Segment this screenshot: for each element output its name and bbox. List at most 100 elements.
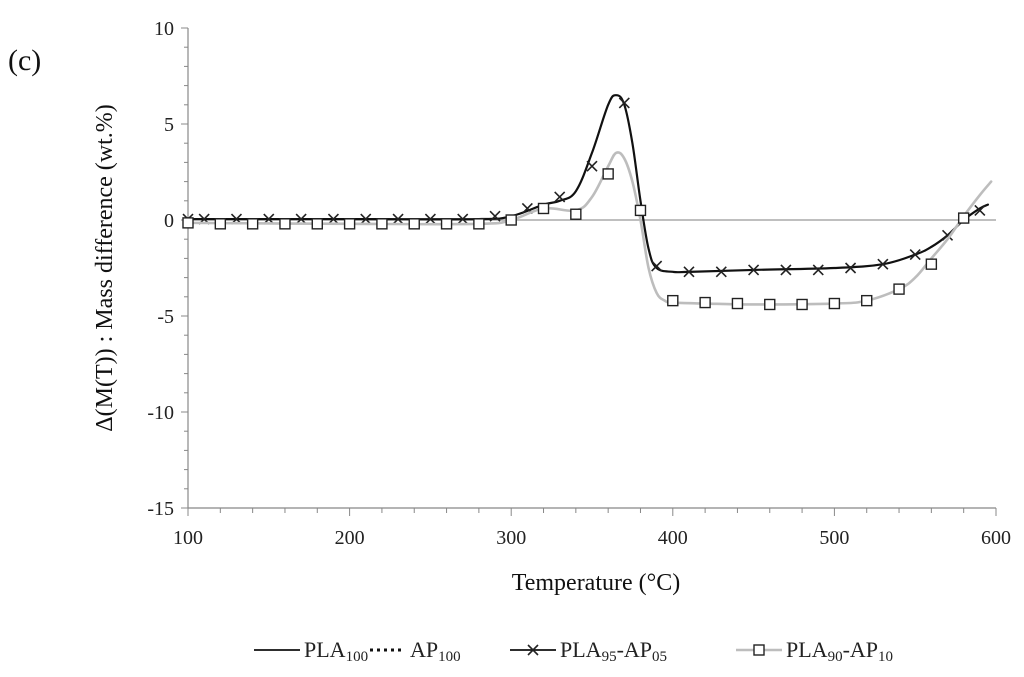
marker-point-pla95-ap05 bbox=[360, 213, 372, 225]
x-tick-label: 400 bbox=[658, 527, 688, 549]
marker-stroke bbox=[360, 213, 372, 225]
x-tick-label: 500 bbox=[819, 527, 849, 549]
y-tick-label: -5 bbox=[157, 306, 174, 328]
marker-point-pla90-ap10 bbox=[957, 212, 970, 224]
x-ticks: 100 200 300 400 500 600 bbox=[173, 508, 1011, 549]
marker-stroke bbox=[941, 229, 954, 241]
marker-point-pla90-ap10 bbox=[473, 218, 485, 230]
y-axis-title: Δ(M(T)) : Mass difference (wt.%) bbox=[92, 104, 118, 432]
panel-label: (c) bbox=[8, 44, 41, 77]
marker-point-pla90-ap10 bbox=[440, 218, 453, 230]
series-line-pla90-ap10 bbox=[186, 151, 993, 306]
x-tick-label: 300 bbox=[496, 527, 526, 549]
marker-point-pla95-ap05 bbox=[715, 266, 727, 278]
marker-point-pla90-ap10 bbox=[311, 218, 323, 230]
marker-point-pla90-ap10 bbox=[537, 202, 550, 215]
marker-point-pla90-ap10 bbox=[925, 258, 938, 270]
marker-point-pla90-ap10 bbox=[699, 296, 711, 309]
marker-point-pla95-ap05 bbox=[554, 191, 566, 203]
marker-stroke bbox=[812, 264, 824, 276]
marker-point-pla95-ap05 bbox=[812, 264, 824, 276]
x-tick-label: 200 bbox=[335, 527, 365, 549]
y-tick-label: 10 bbox=[154, 18, 174, 40]
marker-point-pla95-ap05 bbox=[683, 266, 695, 278]
marker-stroke bbox=[554, 191, 566, 203]
y-ticks: -15 -10 -5 0 5 10 bbox=[147, 18, 188, 520]
marker-point-pla90-ap10 bbox=[764, 298, 776, 311]
marker-stroke bbox=[327, 213, 340, 225]
marker-point-pla90-ap10 bbox=[602, 168, 614, 180]
marker-point-pla90-ap10 bbox=[634, 204, 647, 217]
marker-point-pla95-ap05 bbox=[424, 213, 436, 225]
x-tick-label: 600 bbox=[981, 527, 1011, 549]
marker-stroke bbox=[909, 248, 921, 261]
marker-point-pla90-ap10 bbox=[796, 298, 808, 311]
marker-point-pla95-ap05 bbox=[844, 262, 857, 274]
marker-stroke bbox=[586, 160, 598, 172]
marker-point-pla90-ap10 bbox=[667, 294, 679, 307]
marker-point-pla90-ap10 bbox=[214, 218, 227, 230]
marker-stroke bbox=[651, 260, 663, 272]
x-axis-title: Temperature (°C) bbox=[512, 570, 681, 596]
y-tick-label: 0 bbox=[164, 210, 174, 232]
marker-point-pla90-ap10 bbox=[861, 294, 873, 307]
x-tick-label: 100 bbox=[173, 527, 203, 549]
marker-stroke bbox=[748, 264, 760, 276]
y-tick-label: -10 bbox=[147, 402, 174, 424]
marker-point-pla95-ap05 bbox=[780, 264, 792, 276]
marker-point-pla95-ap05 bbox=[651, 260, 663, 272]
marker-point-pla90-ap10 bbox=[828, 297, 841, 310]
marker-point-pla95-ap05 bbox=[618, 97, 630, 109]
legend-marker bbox=[753, 644, 765, 656]
marker-point-pla95-ap05 bbox=[877, 258, 889, 270]
legend-marker bbox=[527, 644, 539, 656]
marker-point-pla95-ap05 bbox=[457, 213, 469, 225]
marker-point-pla90-ap10 bbox=[505, 214, 517, 226]
axes: -15 -10 -5 0 5 10 100 200 300 400 500 600 bbox=[147, 18, 1011, 549]
legend-label: PLA90-AP10 bbox=[786, 637, 893, 665]
marker-point-pla90-ap10 bbox=[376, 218, 388, 230]
marker-point-pla90-ap10 bbox=[343, 218, 356, 230]
legend: PLA100 AP100 PLA95-AP05 PLA90-AP10 bbox=[254, 637, 893, 665]
legend-label: AP100 bbox=[410, 637, 461, 665]
marker-point-pla95-ap05 bbox=[941, 229, 954, 241]
marker-point-pla90-ap10 bbox=[570, 208, 582, 220]
legend-item-ap100: AP100 bbox=[370, 637, 461, 665]
marker-stroke bbox=[424, 213, 436, 225]
marker-stroke bbox=[974, 204, 986, 216]
marker-stroke bbox=[877, 258, 889, 270]
marker-stroke bbox=[457, 213, 469, 225]
marker-stroke bbox=[780, 264, 792, 276]
marker-point-pla95-ap05 bbox=[974, 204, 986, 216]
marker-stroke bbox=[618, 97, 630, 109]
marker-point-pla90-ap10 bbox=[408, 218, 420, 230]
legend-item-pla100: PLA100 bbox=[254, 637, 368, 665]
marker-point-pla90-ap10 bbox=[279, 218, 291, 230]
marker-point-pla95-ap05 bbox=[748, 264, 760, 276]
legend-item-pla90-ap10: PLA90-AP10 bbox=[736, 637, 893, 665]
y-tick-label: -15 bbox=[147, 498, 174, 520]
marker-point-pla95-ap05 bbox=[489, 210, 501, 222]
marker-stroke bbox=[844, 262, 857, 274]
marker-point-pla95-ap05 bbox=[392, 213, 404, 225]
series-layer bbox=[182, 94, 993, 311]
marker-point-pla95-ap05 bbox=[909, 248, 921, 261]
marker-point-pla90-ap10 bbox=[731, 297, 744, 310]
marker-point-pla90-ap10 bbox=[893, 283, 905, 295]
marker-point-pla95-ap05 bbox=[586, 160, 598, 172]
legend-label: PLA95-AP05 bbox=[560, 637, 667, 665]
series-pla95-ap05 bbox=[182, 94, 990, 278]
marker-stroke bbox=[715, 266, 727, 278]
marker-stroke bbox=[489, 210, 501, 222]
series-pla90-ap10 bbox=[182, 151, 993, 311]
marker-point-pla90-ap10 bbox=[182, 217, 194, 229]
y-tick-label: 5 bbox=[164, 114, 174, 136]
marker-stroke bbox=[683, 266, 695, 278]
legend-label: PLA100 bbox=[304, 637, 368, 665]
marker-point-pla95-ap05 bbox=[327, 213, 340, 225]
marker-stroke bbox=[527, 644, 539, 656]
series-line-pla95-ap05 bbox=[186, 94, 990, 274]
legend-item-pla95-ap05: PLA95-AP05 bbox=[510, 637, 667, 665]
marker-stroke bbox=[521, 202, 533, 215]
